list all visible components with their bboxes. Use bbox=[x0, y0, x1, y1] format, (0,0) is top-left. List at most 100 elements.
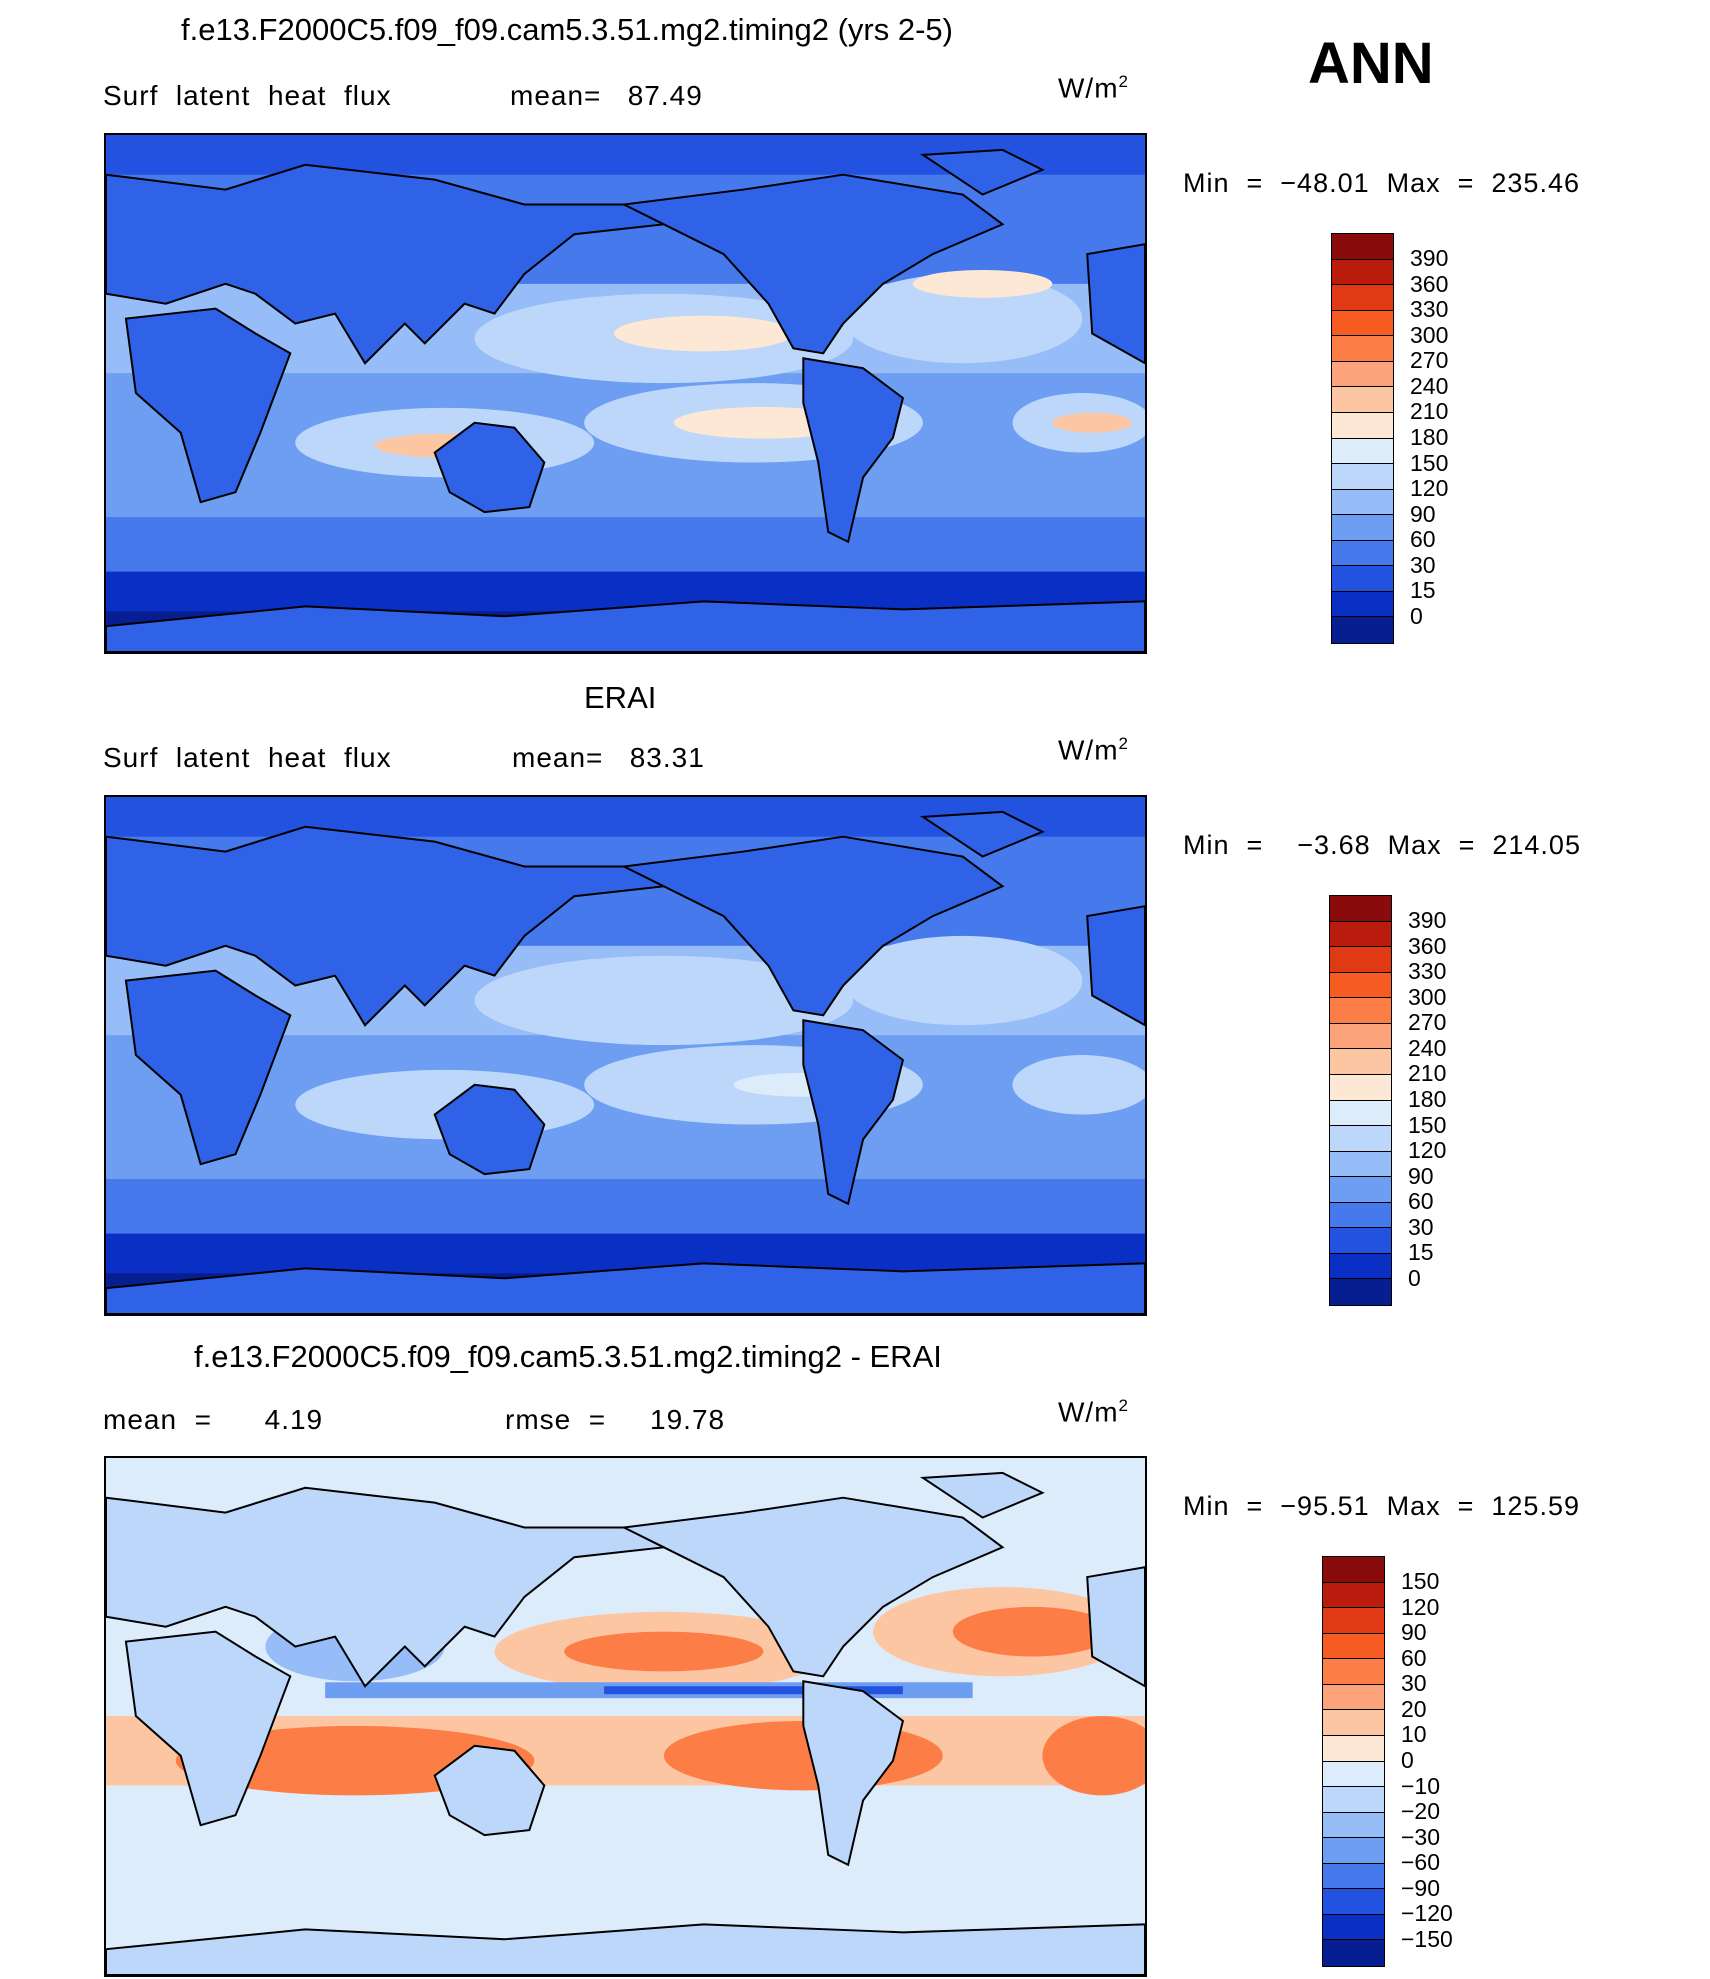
colorbar-level-label: 120 bbox=[1401, 1593, 1440, 1620]
colorbar-swatch bbox=[1323, 1582, 1384, 1609]
europe-east-landmass bbox=[1086, 243, 1145, 365]
colorbar-swatch bbox=[1323, 1684, 1384, 1711]
panel-3-map bbox=[104, 1456, 1147, 1977]
colorbar-swatch bbox=[1323, 1889, 1384, 1915]
warm-patch bbox=[912, 269, 1053, 298]
colorbar-level-label: 360 bbox=[1410, 270, 1449, 297]
panel-2-colorbar bbox=[1329, 895, 1392, 1306]
colorbar-level-label: 120 bbox=[1410, 475, 1449, 502]
colorbar-level-label: 60 bbox=[1408, 1188, 1434, 1215]
colorbar-level-label: 150 bbox=[1408, 1111, 1447, 1138]
colorbar-level-label: 270 bbox=[1408, 1009, 1447, 1036]
colorbar-swatch bbox=[1330, 1202, 1391, 1229]
colorbar-level-label: 90 bbox=[1410, 500, 1436, 527]
colorbar-swatch bbox=[1332, 515, 1393, 541]
africa-landmass bbox=[124, 307, 292, 504]
colorbar-level-label: 0 bbox=[1410, 602, 1423, 629]
colorbar-swatch bbox=[1330, 1074, 1391, 1101]
colorbar-level-label: 180 bbox=[1410, 424, 1449, 450]
colorbar-level-label: 300 bbox=[1408, 983, 1447, 1010]
colorbar-swatch bbox=[1330, 1023, 1391, 1050]
colorbar-swatch bbox=[1332, 438, 1393, 465]
colorbar-level-label: 210 bbox=[1408, 1060, 1447, 1087]
warm-patch bbox=[1012, 1055, 1145, 1115]
colorbar-swatch bbox=[1332, 361, 1393, 388]
colorbar-swatch bbox=[1323, 1557, 1384, 1583]
colorbar-swatch bbox=[1332, 234, 1393, 260]
colorbar-swatch bbox=[1332, 540, 1393, 567]
colorbar-swatch bbox=[1330, 1177, 1391, 1203]
panel-2-units: W/m2 bbox=[1058, 734, 1129, 766]
colorbar-level-label: 120 bbox=[1408, 1137, 1447, 1164]
colorbar-swatch bbox=[1330, 1100, 1391, 1127]
colorbar-swatch bbox=[1323, 1633, 1384, 1660]
colorbar-swatch bbox=[1330, 1228, 1391, 1254]
colorbar-level-label: 270 bbox=[1410, 347, 1449, 374]
africa-landmass bbox=[124, 969, 292, 1166]
colorbar-swatch bbox=[1332, 566, 1393, 592]
greenland-landmass bbox=[919, 148, 1045, 196]
colorbar-level-label: 300 bbox=[1410, 321, 1449, 348]
colorbar-level-label: −150 bbox=[1401, 1925, 1453, 1952]
colorbar-swatch bbox=[1323, 1914, 1384, 1941]
panel-1-colorbar bbox=[1331, 233, 1394, 644]
panel-3-colorbar bbox=[1322, 1556, 1385, 1967]
colorbar-swatch bbox=[1332, 464, 1393, 490]
antarctica-landmass bbox=[106, 600, 1145, 652]
colorbar-level-label: 240 bbox=[1408, 1034, 1447, 1061]
colorbar-swatch bbox=[1332, 285, 1393, 311]
panel-1-units: W/m2 bbox=[1058, 72, 1129, 104]
colorbar-swatch bbox=[1323, 1761, 1384, 1788]
colorbar-level-label: 330 bbox=[1410, 296, 1449, 323]
north-america-landmass bbox=[620, 173, 1005, 355]
australia-landmass bbox=[433, 1083, 546, 1176]
colorbar-level-label: 180 bbox=[1408, 1086, 1447, 1112]
colorbar-level-label: 240 bbox=[1410, 372, 1449, 399]
colorbar-level-label: 210 bbox=[1410, 398, 1449, 425]
colorbar-swatch bbox=[1323, 1735, 1384, 1762]
australia-landmass bbox=[433, 1744, 546, 1837]
colorbar-level-label: −20 bbox=[1401, 1798, 1441, 1825]
colorbar-level-label: 0 bbox=[1401, 1747, 1414, 1773]
equatorial-negative-core bbox=[604, 1686, 903, 1695]
warm-patch bbox=[474, 955, 854, 1046]
colorbar-swatch bbox=[1332, 336, 1393, 362]
panel-1-title: f.e13.F2000C5.f09_f09.cam5.3.51.mg2.timi… bbox=[181, 12, 953, 47]
panel-2-map bbox=[104, 795, 1147, 1316]
panel-2-mean-label: mean= 83.31 bbox=[512, 742, 705, 773]
greenland-landmass bbox=[919, 810, 1045, 858]
eurasia-landmass bbox=[106, 163, 668, 365]
panel-3-minmax: Min = −95.51 Max = 125.59 bbox=[1183, 1491, 1580, 1521]
panel-1-variable-label: Surf latent heat flux bbox=[103, 80, 392, 111]
colorbar-swatch bbox=[1332, 412, 1393, 439]
colorbar-level-label: 390 bbox=[1410, 245, 1449, 272]
colorbar-level-label: 30 bbox=[1408, 1213, 1434, 1240]
colorbar-level-label: 60 bbox=[1410, 526, 1436, 553]
colorbar-level-label: 30 bbox=[1410, 551, 1436, 578]
colorbar-level-label: 360 bbox=[1408, 932, 1447, 959]
panel-3-title: f.e13.F2000C5.f09_f09.cam5.3.51.mg2.timi… bbox=[194, 1339, 942, 1374]
north-america-landmass bbox=[620, 835, 1005, 1017]
colorbar-level-label: −60 bbox=[1401, 1849, 1441, 1876]
colorbar-swatch bbox=[1330, 1126, 1391, 1152]
colorbar-swatch bbox=[1330, 998, 1391, 1024]
colorbar-swatch bbox=[1332, 489, 1393, 516]
panel-3-rmse-label: rmse = 19.78 bbox=[505, 1404, 726, 1435]
colorbar-level-label: 150 bbox=[1410, 449, 1449, 476]
colorbar-swatch bbox=[1332, 259, 1393, 286]
colorbar-swatch bbox=[1332, 310, 1393, 337]
colorbar-level-label: 90 bbox=[1408, 1162, 1434, 1189]
colorbar-swatch bbox=[1330, 1049, 1391, 1075]
europe-east-landmass bbox=[1086, 1566, 1145, 1688]
warm-patch bbox=[1052, 412, 1133, 433]
europe-east-landmass bbox=[1086, 905, 1145, 1027]
eurasia-landmass bbox=[106, 1486, 668, 1688]
colorbar-swatch bbox=[1330, 1151, 1391, 1178]
colorbar-swatch bbox=[1323, 1787, 1384, 1813]
southern-ocean-band bbox=[106, 1835, 1145, 1895]
positive-anomaly bbox=[952, 1606, 1113, 1657]
colorbar-level-label: −30 bbox=[1401, 1823, 1441, 1850]
colorbar-level-label: 60 bbox=[1401, 1644, 1427, 1671]
colorbar-swatch bbox=[1330, 896, 1391, 922]
colorbar-level-label: 15 bbox=[1410, 577, 1436, 604]
